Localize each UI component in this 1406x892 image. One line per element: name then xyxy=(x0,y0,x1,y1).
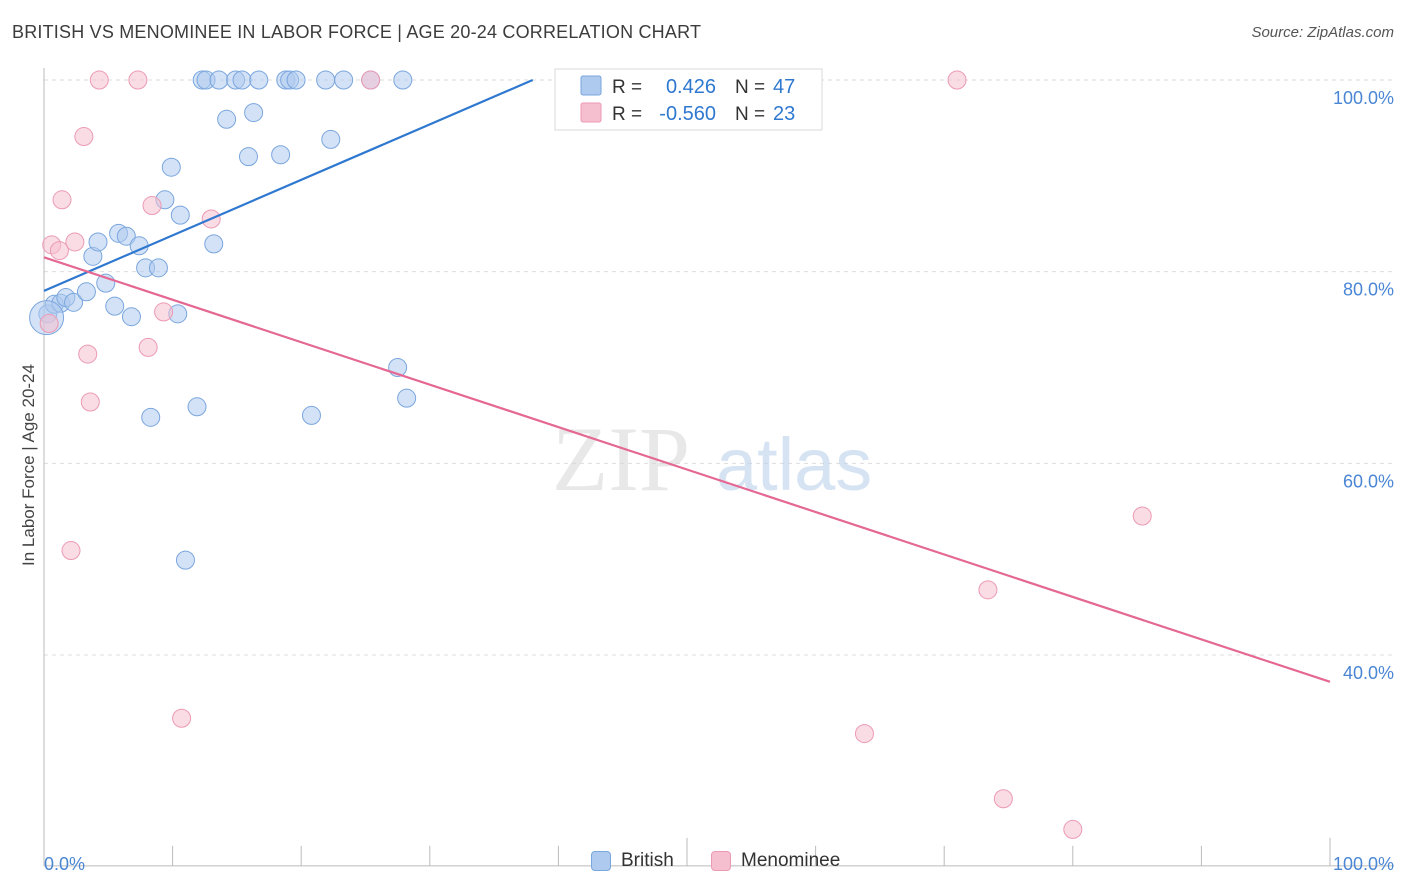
point-british xyxy=(397,388,417,408)
point-menominee xyxy=(172,708,192,728)
point-menominee xyxy=(138,337,158,357)
legend-item-british[interactable]: British xyxy=(591,850,674,872)
stats-british-n-value: 47 xyxy=(773,76,795,98)
legend-swatch-british xyxy=(591,851,611,871)
point-british xyxy=(141,407,161,427)
watermark-atlas: atlas xyxy=(716,423,872,506)
stats-menominee-n-label: N = xyxy=(735,104,765,125)
point-british xyxy=(76,282,96,302)
stats-menominee-n-value: 23 xyxy=(773,103,795,125)
point-british xyxy=(88,232,108,252)
point-menominee xyxy=(39,313,59,333)
point-british xyxy=(187,397,207,417)
y-tick-label: 60.0% xyxy=(1343,471,1394,491)
point-british xyxy=(286,70,306,90)
point-menominee xyxy=(361,70,381,90)
y-tick-label: 100.0% xyxy=(1333,88,1394,108)
point-british xyxy=(148,258,168,278)
point-british xyxy=(64,292,84,312)
x-tick-label-max: 100.0% xyxy=(1333,854,1394,874)
point-british xyxy=(393,70,413,90)
trend-lines xyxy=(43,78,1331,683)
trend-line-british xyxy=(43,78,534,292)
point-british xyxy=(232,70,252,90)
point-menominee xyxy=(978,580,998,600)
point-menominee xyxy=(89,70,109,90)
source-label: Source: ZipAtlas.com xyxy=(1251,24,1394,41)
point-british xyxy=(105,296,125,316)
stats-legend: R = 0.426 N = 47 R = -0.560 N = 23 xyxy=(554,68,823,131)
point-british xyxy=(321,129,341,149)
gridlines xyxy=(44,79,1394,656)
stats-british-r-label: R = xyxy=(612,77,642,98)
point-british xyxy=(316,70,336,90)
point-menominee xyxy=(1132,506,1152,526)
stats-british-r-value: 0.426 xyxy=(666,76,716,98)
point-menominee xyxy=(947,70,967,90)
point-menominee xyxy=(80,392,100,412)
point-british xyxy=(238,147,258,167)
legend-label-menominee: Menominee xyxy=(741,850,841,871)
stats-swatch-menominee xyxy=(580,102,602,123)
point-menominee xyxy=(78,344,98,364)
point-menominee xyxy=(154,302,174,322)
x-tick-label-min: 0.0% xyxy=(44,854,85,874)
series-legend: British Menominee xyxy=(0,850,1406,880)
stats-swatch-british xyxy=(580,75,602,96)
point-british xyxy=(209,70,229,90)
data-points xyxy=(29,70,1152,839)
stats-menominee-r-value: -0.560 xyxy=(659,103,716,125)
point-british xyxy=(249,70,269,90)
point-menominee xyxy=(128,70,148,90)
point-menominee xyxy=(61,541,81,561)
point-british xyxy=(116,226,136,246)
point-menominee xyxy=(49,241,69,261)
point-british xyxy=(170,205,190,225)
point-british xyxy=(244,103,264,123)
point-british xyxy=(175,550,195,570)
point-british xyxy=(204,234,224,254)
y-tick-label: 80.0% xyxy=(1343,280,1394,300)
point-british xyxy=(121,307,141,327)
legend-item-menominee[interactable]: Menominee xyxy=(711,850,840,872)
point-british xyxy=(217,109,237,129)
watermark-zip: ZIP xyxy=(552,408,690,510)
axes: 40.0% 60.0% 80.0% 100.0% xyxy=(43,68,1394,867)
point-british xyxy=(271,145,291,165)
point-menominee xyxy=(993,789,1013,809)
y-tick-label: 40.0% xyxy=(1343,663,1394,683)
point-british xyxy=(334,70,354,90)
legend-label-british: British xyxy=(621,850,674,871)
legend-swatch-menominee xyxy=(711,851,731,871)
stats-british-n-label: N = xyxy=(735,77,765,98)
point-menominee xyxy=(1063,819,1083,839)
trend-line-menominee xyxy=(43,256,1331,683)
y-axis-title: In Labor Force | Age 20-24 xyxy=(19,364,38,566)
point-menominee xyxy=(52,190,72,210)
point-menominee xyxy=(74,127,94,147)
stats-menominee-r-label: R = xyxy=(612,104,642,125)
point-menominee xyxy=(142,196,162,216)
point-menominee xyxy=(65,232,85,252)
point-menominee xyxy=(854,724,874,744)
point-british xyxy=(161,157,181,177)
point-british xyxy=(301,405,321,425)
chart-title: BRITISH VS MENOMINEE IN LABOR FORCE | AG… xyxy=(12,22,702,42)
